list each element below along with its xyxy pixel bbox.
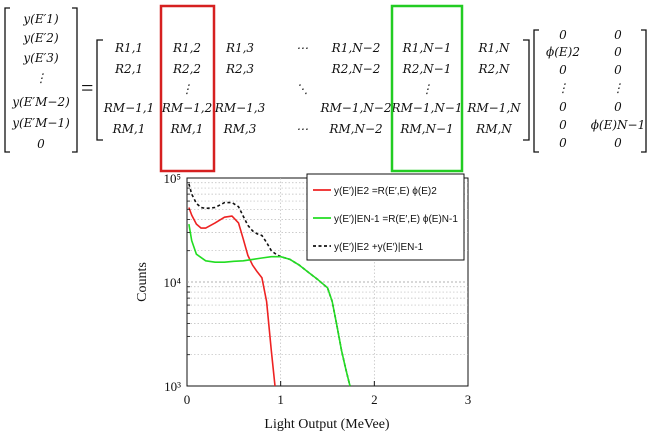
matrix-entry: R1,1 [114,41,143,55]
matrix-entry: R2,3 [225,62,254,76]
matrix-entry: RM−1,N−2 [319,101,391,115]
legend-label: y(E′)|EN-1 =R(E′,E) ϕ(E)N-1 [334,214,458,225]
matrix-entry: RM,3 [223,122,257,136]
y-axis-label: Counts [135,262,150,302]
flux-entry: ⋮ [557,81,569,95]
flux-left-bracket [533,29,539,153]
matrix-entry: R2,N [478,62,510,76]
flux-right-bracket [641,29,647,153]
flux-entry: 0 [559,136,567,150]
flux-entry: 0 [614,63,622,77]
equation: y(E′1) y(E′2) y(E′3) ⋮ y(E′M−2) y(E′M−1) 0 = R… [4,4,647,173]
matrix-entry: R1,N [478,41,510,55]
flux-entry: 0 [559,28,567,42]
matrix-entry: R1,3 [225,41,254,55]
equals-sign: = [81,75,93,100]
y-tick-label: 10⁵ [163,171,181,186]
matrix-entry: R1,N−1 [402,41,452,55]
lhs-right-bracket [72,7,78,153]
matrix-right-bracket [523,39,530,141]
matrix-entry: RM,1 [170,122,204,136]
y-tick-label: 10⁴ [163,275,181,290]
matrix-entry: R2,N−2 [331,62,381,76]
flux-entry: 0 [614,100,622,114]
matrix-entry: RM−1,3 [214,101,266,115]
flux-entry: 0 [559,118,567,132]
series-line [188,223,351,387]
axis-ticks [186,182,469,386]
lhs-entry: 0 [37,137,45,151]
flux-entry: 0 [559,63,567,77]
flux-entry: ϕ(E)2 [546,45,580,59]
x-tick-label: 0 [184,392,191,407]
response-matrix: R1,1 R1,2 R1,3 ⋯ R1,N−2 R1,N−1 R1,N R2,1 R2,2 R2,… [103,41,521,136]
matrix-entry: RM,1 [112,122,146,136]
lhs-entry: y(E′M−2) [11,95,70,109]
flux-entry: 0 [614,136,622,150]
matrix-entry: ⋮ [421,82,433,96]
matrix-entry: R1,2 [172,41,201,55]
x-tick-label: 3 [465,392,472,407]
matrix-entry: ⋱ [296,82,308,96]
lhs-entry: ⋮ [35,71,47,85]
series-layer [188,183,351,387]
legend: y(E′)|E2 =R(E′,E) ϕ(E)2 y(E′)|EN-1 =R(E′,… [306,173,465,261]
matrix-left-bracket [96,39,103,141]
x-tick-label: 2 [371,392,378,407]
matrix-entry: RM,N [475,122,512,136]
x-tick-label: 1 [277,392,284,407]
legend-label: y(E′)|E2 +y(E′)|EN-1 [334,242,424,253]
column-n-minus-1-highlight-box [390,4,464,173]
y-tick-label: 10³ [164,379,181,394]
lhs-entry: y(E′1) [22,12,59,26]
matrix-entry: RM−1,1 [103,101,154,115]
matrix-entry: ⋯ [296,122,308,136]
column-2-highlight-box [159,4,216,173]
matrix-entry: R1,N−2 [331,41,381,55]
flux-entry: ϕ(E)N−1 [591,118,646,132]
matrix-entry: RM−1,2 [161,101,212,115]
lhs-entry: y(E′M−1) [11,116,70,130]
tick-labels: 0 1 2 3 10³ 10⁴ 10⁵ [163,171,471,407]
legend-label: y(E′)|E2 =R(E′,E) ϕ(E)2 [334,186,437,197]
flux-entry: 0 [559,100,567,114]
flux-entry: 0 [614,28,622,42]
lhs-entry: y(E′2) [22,31,59,45]
matrix-entry: RM−1,N [466,101,521,115]
matrix-entry: R2,N−1 [402,62,452,76]
series-line [188,207,276,387]
matrix-entry: RM−1,N−1 [390,101,462,115]
lhs-left-bracket [4,7,10,153]
matrix-entry: R2,2 [172,62,201,76]
x-axis-label: Light Output (MeVee) [264,417,390,432]
matrix-entry: R2,1 [114,62,143,76]
lhs-entry: y(E′3) [22,51,59,65]
flux-entry: 0 [614,45,622,59]
flux-entry: ⋮ [612,81,624,95]
flux-vector: 0 0 ϕ(E)2 0 0 0 ⋮ ⋮ 0 0 0 ϕ(E)N−1 0 0 [546,28,645,150]
matrix-entry: ⋯ [296,41,308,55]
matrix-entry: ⋮ [181,82,193,96]
spectrum-chart: 0 1 2 3 10³ 10⁴ 10⁵ Light Output (MeVee) Count… [135,171,471,432]
matrix-entry: RM,N−1 [399,122,453,136]
matrix-entry: RM,N−2 [328,122,382,136]
legend-box [306,173,465,261]
lhs-vector: y(E′1) y(E′2) y(E′3) ⋮ y(E′M−2) y(E′M−1) 0 [11,12,70,151]
